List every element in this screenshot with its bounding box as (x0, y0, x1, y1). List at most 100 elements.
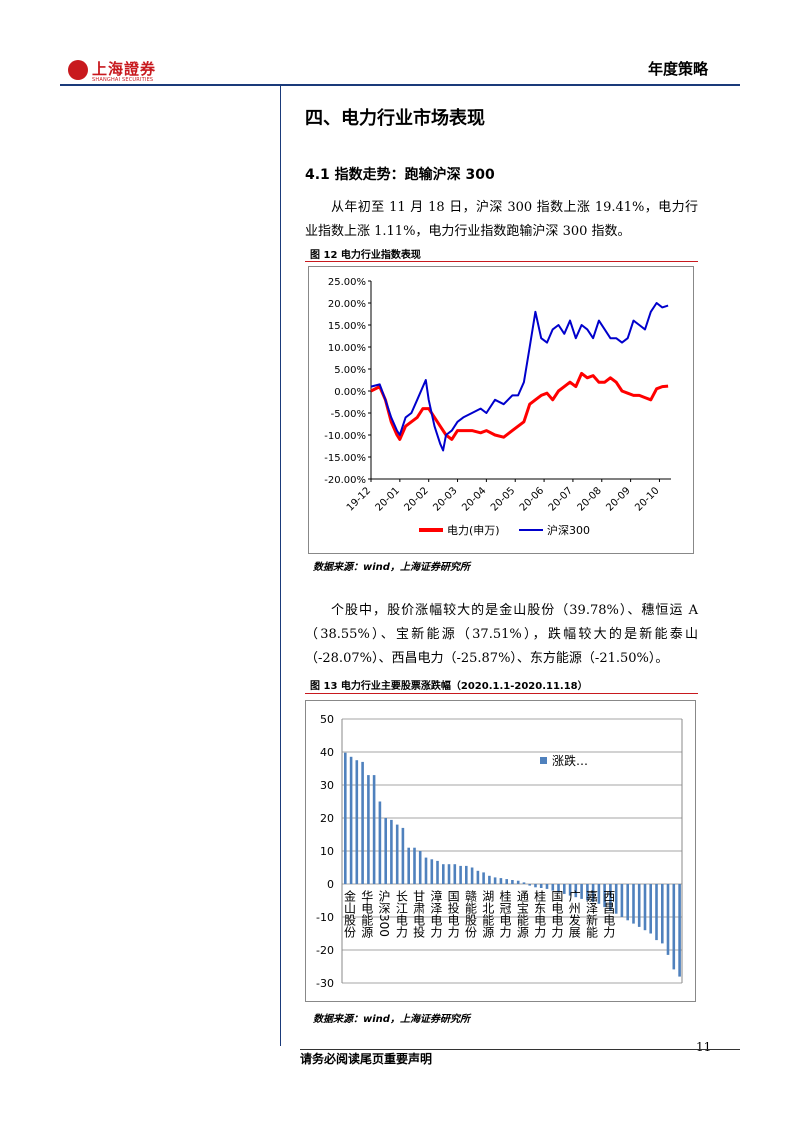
category-label: 金山股份 (342, 889, 356, 938)
category-label: 嘉泽新能 (584, 890, 598, 938)
bar (661, 884, 664, 944)
y-tick-label: 50 (320, 713, 334, 726)
bar (367, 775, 370, 884)
y-tick-label: 10 (320, 845, 334, 858)
bar (528, 884, 531, 886)
bar (459, 865, 462, 884)
bar (499, 878, 503, 884)
y-tick-label: -10.00% (324, 431, 366, 442)
bar (401, 827, 405, 884)
y-tick-label: 40 (320, 746, 334, 759)
bar (545, 884, 549, 889)
bar (511, 880, 514, 884)
category-label: 西昌电力 (602, 890, 616, 939)
doc-type: 年度策略 (647, 60, 708, 78)
bar (522, 882, 526, 884)
series-line-0 (370, 371, 669, 441)
bar (505, 879, 508, 884)
paragraph-1: 从年初至 11 月 18 日，沪深 300 指数上涨 19.41%，电力行业指数… (305, 200, 698, 239)
bar (453, 864, 457, 884)
figure-13-source: 数据来源：wind，上海证券研究所 (313, 1014, 470, 1025)
bar (620, 884, 624, 917)
column-divider (280, 86, 281, 1046)
figure-13-rule (305, 693, 698, 694)
bar (574, 884, 578, 898)
x-tick-label: 20-10 (633, 485, 661, 513)
bar (372, 775, 376, 884)
bar (361, 761, 364, 884)
bar (378, 801, 382, 884)
bar (436, 860, 439, 884)
figure-13-caption: 图 13 电力行业主要股票涨跌幅（2020.1.1-2020.11.18） (310, 681, 588, 692)
bar (344, 752, 347, 884)
figure-13-chart: 50 40 30 20 10 0 -10 -20 -30 金山股份 华电能源 沪深300 长江电力 甘肃电… (305, 700, 696, 1002)
category-label: 桂东电力 (533, 889, 547, 939)
bar (568, 884, 572, 896)
y-tick-label: 30 (320, 779, 334, 792)
bar (534, 884, 537, 888)
category-label: 长江电力 (394, 890, 408, 939)
category-label: 通宝能源 (515, 890, 529, 939)
y-tick-label: -20.00% (324, 475, 366, 486)
bar (482, 872, 485, 884)
x-tick-label: 20-04 (460, 485, 488, 513)
bar (557, 884, 560, 893)
bar (609, 884, 612, 911)
paragraph-2: 个股中，股价涨幅较大的是金山股份（39.78%）、穗恒运 A（38.55%）、宝… (305, 603, 698, 666)
index-line-chart: 25.00% 20.00% 15.00% 10.00% 5.00% 0.00% -5.00%… (324, 277, 671, 537)
legend-label: 沪深300 (547, 523, 590, 537)
category-label: 国电电力 (550, 890, 564, 939)
footer-disclaimer: 请务必阅读尾页重要声明 (300, 1052, 433, 1066)
x-tick-label: 20-01 (374, 485, 402, 513)
bar (672, 884, 676, 970)
y-tick-label: -10 (316, 911, 334, 924)
stock-bar-chart: 50 40 30 20 10 0 -10 -20 -30 金山股份 华电能源 沪深300 长江电力 甘肃电… (316, 713, 683, 990)
category-label: 湖北能源 (481, 889, 495, 939)
x-tick-label: 19-12 (345, 485, 373, 513)
legend-label: 涨跌… (552, 753, 588, 768)
category-label: 国投电力 (446, 890, 460, 939)
bar (447, 864, 451, 884)
footer-divider (300, 1049, 740, 1050)
bar (465, 865, 468, 884)
x-tick-label: 20-05 (489, 485, 517, 513)
y-tick-label: 20 (320, 812, 334, 825)
x-tick-label: 20-07 (547, 485, 575, 513)
bar (597, 884, 601, 904)
y-tick-label: 25.00% (328, 277, 366, 288)
bar (632, 884, 635, 924)
logo-text: 上海證券 (92, 60, 157, 78)
bar (580, 884, 583, 899)
y-tick-label: -20 (316, 944, 334, 957)
bar (413, 847, 416, 884)
category-label: 桂冠电力 (498, 889, 512, 939)
bar (603, 884, 606, 908)
x-tick-label: 20-08 (576, 485, 604, 513)
bar (551, 884, 555, 891)
bar (470, 867, 474, 884)
category-label: 甘肃电投 (412, 890, 426, 938)
y-tick-label: -5.00% (331, 409, 366, 420)
header-divider (60, 84, 740, 86)
bar (666, 884, 670, 955)
x-tick-label: 20-03 (431, 485, 459, 513)
bar (626, 884, 629, 921)
bar (591, 884, 595, 903)
section-title: 四、电力行业市场表现 (305, 108, 485, 129)
figure-12-chart: 25.00% 20.00% 15.00% 10.00% 5.00% 0.00% -5.00%… (308, 266, 694, 554)
y-tick-label: 20.00% (328, 299, 366, 310)
bar (476, 870, 480, 884)
logo-subtext: SHANGHAI SECURITIES (92, 77, 154, 83)
bar (539, 884, 543, 888)
y-tick-label: 5.00% (334, 365, 366, 376)
bar (390, 819, 393, 884)
y-tick-label: 0.00% (334, 387, 366, 398)
bar (442, 864, 445, 884)
bar (643, 884, 647, 931)
figure-12-rule (305, 261, 698, 262)
logo-icon (68, 60, 88, 80)
bar (649, 884, 652, 934)
bar (586, 884, 589, 901)
bar (563, 884, 566, 894)
legend-label: 电力(申万) (447, 524, 500, 537)
